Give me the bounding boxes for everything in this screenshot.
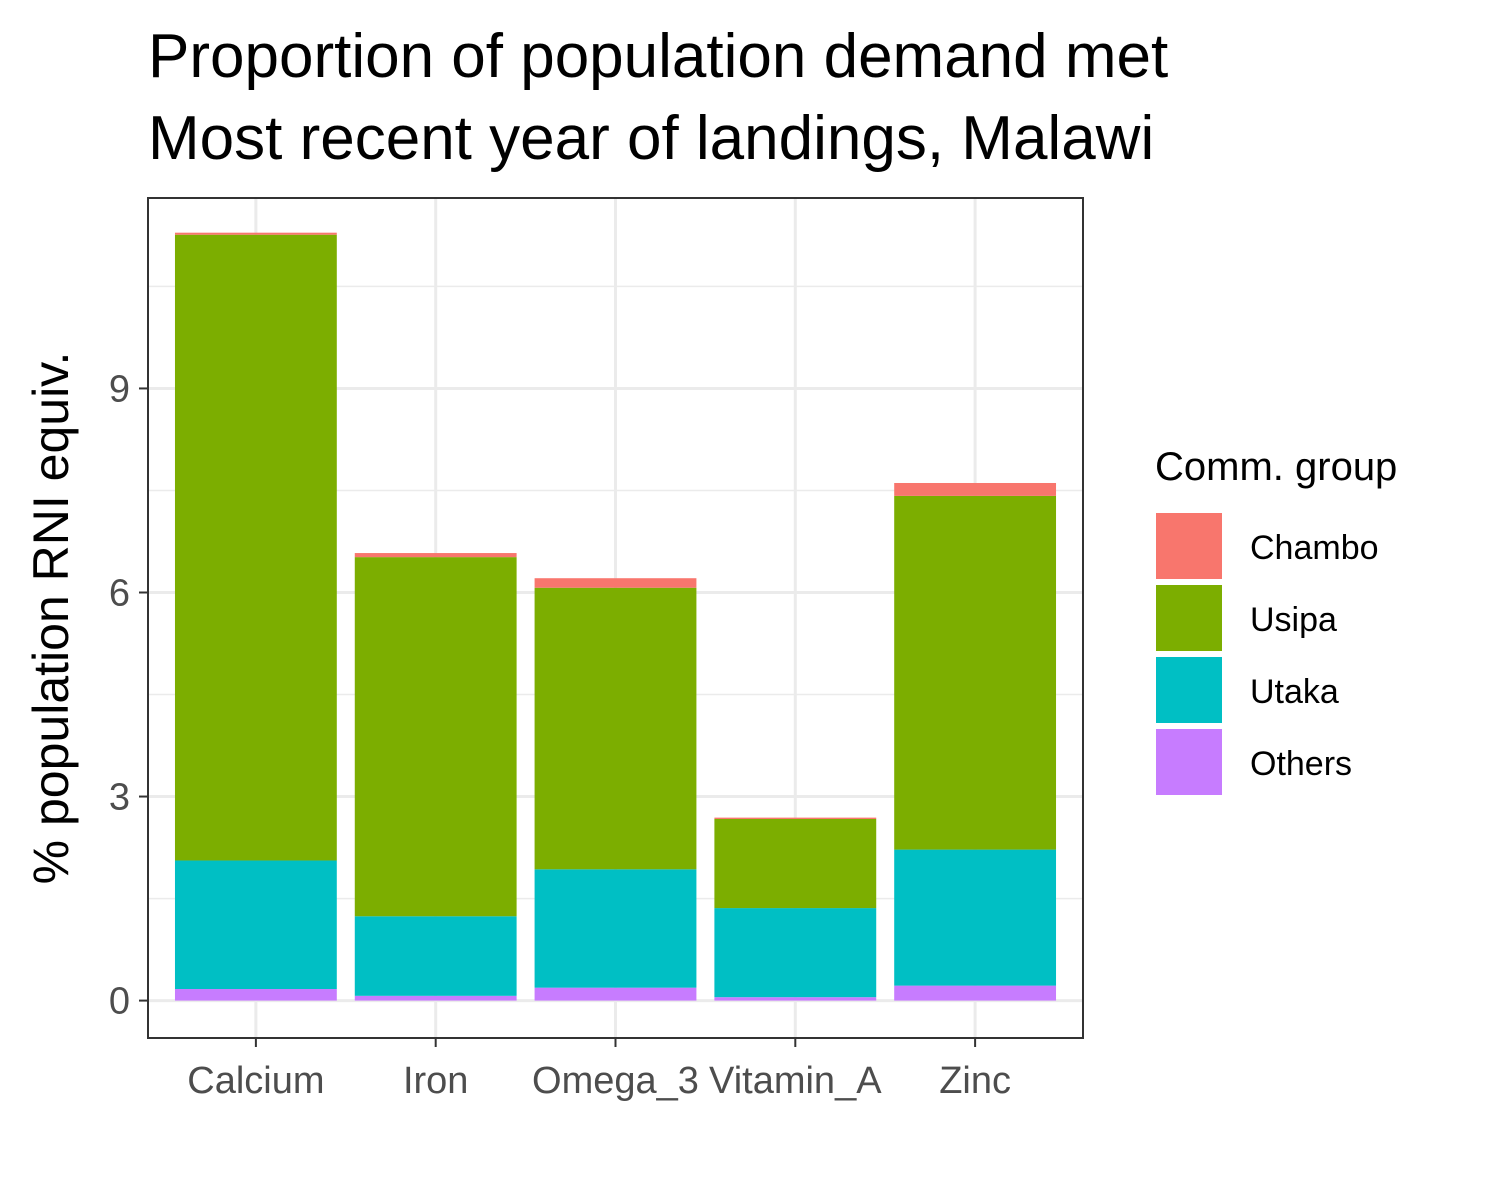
y-axis: 0 3 6 9 [109, 368, 148, 1023]
bar-segment-zinc-utaka [894, 849, 1057, 986]
legend-label-chambo: Chambo [1250, 529, 1379, 567]
bar-segment-iron-others [354, 995, 517, 1001]
legend: Comm. group Chambo Usipa Utaka Others [1155, 445, 1397, 795]
bar-segment-vitamin-a-others [714, 997, 877, 1001]
bar-segment-omega-3-chambo [534, 578, 697, 588]
legend-swatch-chambo [1156, 513, 1222, 579]
y-tick-label: 0 [109, 981, 130, 1023]
legend-swatch-usipa [1156, 585, 1222, 651]
x-tick-label: Calcium [187, 1060, 324, 1102]
bar-segment-omega-3-usipa [534, 587, 697, 870]
legend-label-others: Others [1250, 745, 1352, 783]
bars [174, 232, 1057, 1001]
bar-segment-zinc-chambo [894, 482, 1057, 496]
chart-title-line-2: Most recent year of landings, Malawi [148, 104, 1155, 173]
bar-segment-zinc-others [894, 985, 1057, 1001]
x-axis: Calcium Iron Omega_3 Vitamin_A Zinc [187, 1038, 1011, 1102]
y-axis-title: % population RNI equiv. [23, 352, 79, 885]
bar-segment-calcium-usipa [174, 234, 337, 861]
x-tick-label: Vitamin_A [709, 1060, 882, 1102]
bar-segment-calcium-chambo [174, 232, 337, 235]
bar-segment-vitamin-a-utaka [714, 908, 877, 998]
y-tick-label: 6 [109, 572, 130, 614]
legend-label-utaka: Utaka [1250, 673, 1339, 711]
chart-title-line-1: Proportion of population demand met [148, 22, 1169, 91]
bar-segment-calcium-others [174, 989, 337, 1001]
bar-segment-iron-usipa [354, 557, 517, 917]
legend-swatch-utaka [1156, 657, 1222, 723]
chart-title: Proportion of population demand met Most… [148, 16, 1168, 180]
x-tick-label: Omega_3 [532, 1060, 699, 1102]
bar-segment-zinc-usipa [894, 495, 1057, 850]
bar-segment-omega-3-utaka [534, 869, 697, 988]
y-tick-label: 3 [109, 777, 130, 819]
bar-segment-iron-utaka [354, 916, 517, 996]
legend-label-usipa: Usipa [1250, 601, 1337, 639]
legend-title: Comm. group [1155, 445, 1397, 489]
x-tick-label: Iron [403, 1060, 468, 1102]
bar-segment-iron-chambo [354, 553, 517, 558]
bar-segment-omega-3-others [534, 987, 697, 1001]
bar-segment-vitamin-a-chambo [714, 817, 877, 819]
bar-segment-calcium-utaka [174, 860, 337, 990]
legend-swatch-others [1156, 729, 1222, 795]
bar-segment-vitamin-a-usipa [714, 818, 877, 909]
x-tick-label: Zinc [939, 1060, 1011, 1102]
y-tick-label: 9 [109, 368, 130, 410]
